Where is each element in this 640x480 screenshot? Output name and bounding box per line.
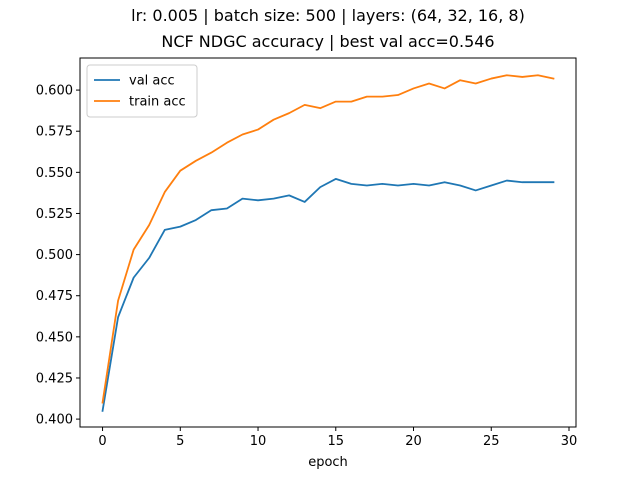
plot-area-frame	[79, 57, 577, 428]
legend-label-val-acc: val acc	[129, 74, 175, 89]
y-tick-label: 0.475	[36, 289, 73, 304]
series-line-val-acc	[101, 178, 555, 412]
x-axis-label: epoch	[308, 455, 348, 470]
x-tick-label: 20	[405, 434, 422, 449]
y-tick-label: 0.550	[36, 166, 73, 181]
y-tick-label: 0.500	[36, 248, 73, 263]
x-tick-label: 30	[561, 434, 578, 449]
series-line-train-acc	[101, 74, 555, 404]
y-tick-label: 0.450	[36, 330, 73, 345]
series-lines-layer	[101, 74, 555, 412]
x-tick-label: 25	[483, 434, 500, 449]
legend: val acc train acc	[86, 64, 198, 118]
y-tick-label: 0.525	[36, 207, 73, 222]
x-tick-label: 0	[98, 434, 106, 449]
x-tick-label: 5	[176, 434, 184, 449]
y-tick-label: 0.600	[36, 84, 73, 99]
legend-label-train-acc: train acc	[129, 95, 186, 110]
y-tick-label: 0.425	[36, 371, 73, 386]
axis-ticks-layer: 0 5 10 15 20 25 30 0.400 0.425 0.450 0.475 0.500 0.5…	[36, 84, 577, 449]
y-tick-label: 0.575	[36, 125, 73, 140]
y-tick-label: 0.400	[36, 413, 73, 428]
chart-title-line-1: lr: 0.005 | batch size: 500 | layers: (6…	[131, 6, 525, 25]
chart-title-line-2: NCF NDGC accuracy | best val acc=0.546	[161, 32, 495, 51]
x-tick-label: 10	[250, 434, 267, 449]
legend-box	[86, 64, 198, 118]
x-tick-label: 15	[328, 434, 345, 449]
